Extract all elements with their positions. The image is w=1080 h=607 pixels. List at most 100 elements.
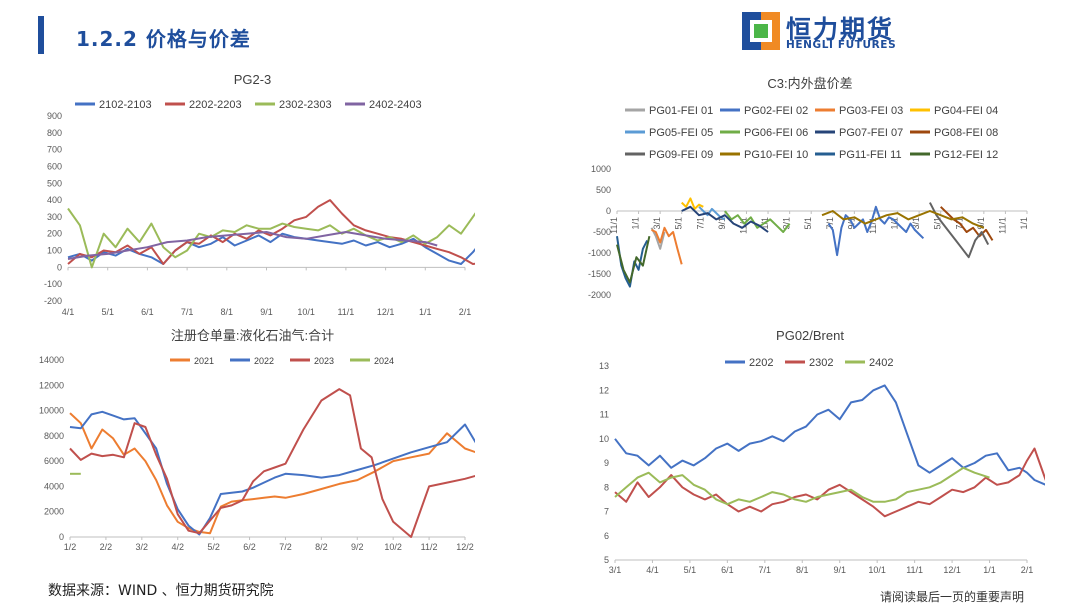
series-line-2102-2103 [67,232,475,265]
x-tick-label: 1/1 [1019,217,1029,230]
series-line-2402-2403 [67,231,438,260]
x-tick-label: 11/1 [997,217,1007,234]
series-line-PG03-FEI 03 [651,226,683,265]
y-tick-label: 14000 [39,355,64,365]
x-tick-label: 6/1 [721,565,734,575]
y-tick-label: 500 [596,185,611,195]
x-tick-label: 2/1 [459,307,472,317]
x-tick-label: 11/1 [609,217,619,234]
logo-text-en: HENGLI FUTURES [786,39,897,51]
x-tick-label: 12/2 [456,542,474,552]
series-line-2402 [614,466,990,506]
chart-title: PG2-3 [234,72,272,87]
y-tick-label: 11 [600,410,609,420]
legend-label: 2202-2203 [189,99,242,111]
series-line-2202-2203 [67,199,475,265]
x-tick-label: 4/1 [62,307,75,317]
chart-pg2-3-svg: PG2-3 -200 -100 0 100 200 300 400 500 600 700 800 90… [44,72,475,317]
section-title: 1.2.2 价格与价差 [76,27,251,51]
x-tick-label: 10/2 [384,542,402,552]
legend-label: PG12-FEI 12 [934,149,998,161]
series-line-PG06-FEI 06 [724,210,791,233]
x-tick-label: 5/1 [803,217,813,230]
series-line-2202 [614,384,1045,486]
series-line-2302-2303 [67,207,475,269]
x-tick-label: 3/1 [609,565,622,575]
y-tick-label: 2000 [44,507,64,517]
y-tick-label: -1500 [588,269,611,279]
y-tick-label: -200 [44,296,62,306]
y-tick-label: 10 [599,434,609,444]
x-tick-label: 6/2 [243,542,256,552]
x-tick-label: 3/2 [136,542,149,552]
x-tick-label: 3/1 [652,217,662,230]
y-tick-label: 6 [604,531,609,541]
y-tick-label: 13 [599,361,609,371]
y-tick-label: -1000 [588,248,611,258]
x-tick-label: 7/1 [695,217,705,230]
x-tick-label: 5/1 [101,307,114,317]
x-tick-label: 8/1 [221,307,234,317]
x-tick-label: 10/1 [868,565,886,575]
y-tick-label: 9 [604,458,609,468]
x-tick-label: 9/1 [833,565,846,575]
legend-label: 2021 [194,356,214,366]
y-tick-label: 8 [604,482,609,492]
x-tick-label: 2/2 [100,542,113,552]
x-tick-label: 10/1 [297,307,315,317]
legend-label: PG01-FEI 01 [649,105,713,117]
y-tick-label: 500 [47,178,62,188]
legend-label: PG03-FEI 03 [839,105,903,117]
legend-label: 2024 [374,356,394,366]
y-tick-label: 0 [59,532,64,542]
legend-label: 2202 [749,357,773,369]
x-tick-label: 3/1 [782,217,792,230]
series-line-PG10-FEI 10 [821,210,985,229]
x-tick-label: 11/1 [337,307,354,317]
y-tick-label: 0 [606,206,611,216]
legend-label: PG06-FEI 06 [744,127,808,139]
chart-pg02-brent: PG02/Brent 5 6 7 8 9 10 11 12 13 3/1 4/1 5/1 6/1 7/1 8/… [575,322,1045,582]
y-tick-label: 10000 [39,406,64,416]
legend-label: PG08-FEI 08 [934,127,998,139]
x-tick-label: 4/1 [646,565,659,575]
legend-label: PG07-FEI 07 [839,127,903,139]
x-tick-label: 11/1 [738,217,748,234]
chart-title: 注册仓单量:液化石油气:合计 [171,328,334,343]
y-tick-label: -100 [44,279,62,289]
series-line-PG07-FEI 07 [681,205,769,233]
x-tick-label: 7/2 [279,542,292,552]
x-tick-label: 7/1 [825,217,835,230]
x-tick-label: 11/2 [421,542,438,552]
chart-c3-spread: C3:内外盘价差 -2000 -1500 -1000 -500 0 500 1000 11/1 1… [575,70,1045,325]
series-line-2022 [69,410,475,536]
y-tick-label: 7 [604,507,609,517]
legend-label: PG11-FEI 11 [839,149,902,161]
x-tick-label: 8/2 [315,542,328,552]
x-tick-label: 5/1 [933,217,943,230]
x-tick-label: 1/2 [64,542,77,552]
logo-text-cn: 恒力期货 [786,15,895,44]
y-tick-label: 800 [47,128,62,138]
x-tick-label: 5/1 [684,565,697,575]
series-line-PG04-FEI 04 [681,197,704,210]
series-line-PG12-FEI 12 [616,235,651,284]
y-tick-label: 12000 [39,380,64,390]
x-tick-label: 12/1 [943,565,961,575]
y-tick-label: 600 [47,161,62,171]
legend-label: 2402-2403 [369,99,422,111]
legend-label: 2402 [869,357,893,369]
x-tick-label: 1/1 [631,217,641,230]
chart-pg02-brent-svg: PG02/Brent 5 6 7 8 9 10 11 12 13 3/1 4/1 5/1 6/1 7/1 8/… [599,328,1045,575]
y-tick-label: 6000 [44,456,64,466]
y-tick-label: 1000 [591,164,611,174]
y-tick-label: 0 [57,262,62,272]
section-accent-bar [38,16,44,54]
series-line-2302 [614,447,1045,518]
disclaimer-note: 请阅读最后一页的重要声明 [880,590,1025,604]
y-tick-label: 4000 [44,481,64,491]
y-tick-label: 100 [47,246,62,256]
chart-title: C3:内外盘价差 [767,76,852,91]
data-source-note: 数据来源：WIND 、恒力期货研究院 [48,583,274,599]
series-line-PG08-FEI 08 [940,206,994,241]
